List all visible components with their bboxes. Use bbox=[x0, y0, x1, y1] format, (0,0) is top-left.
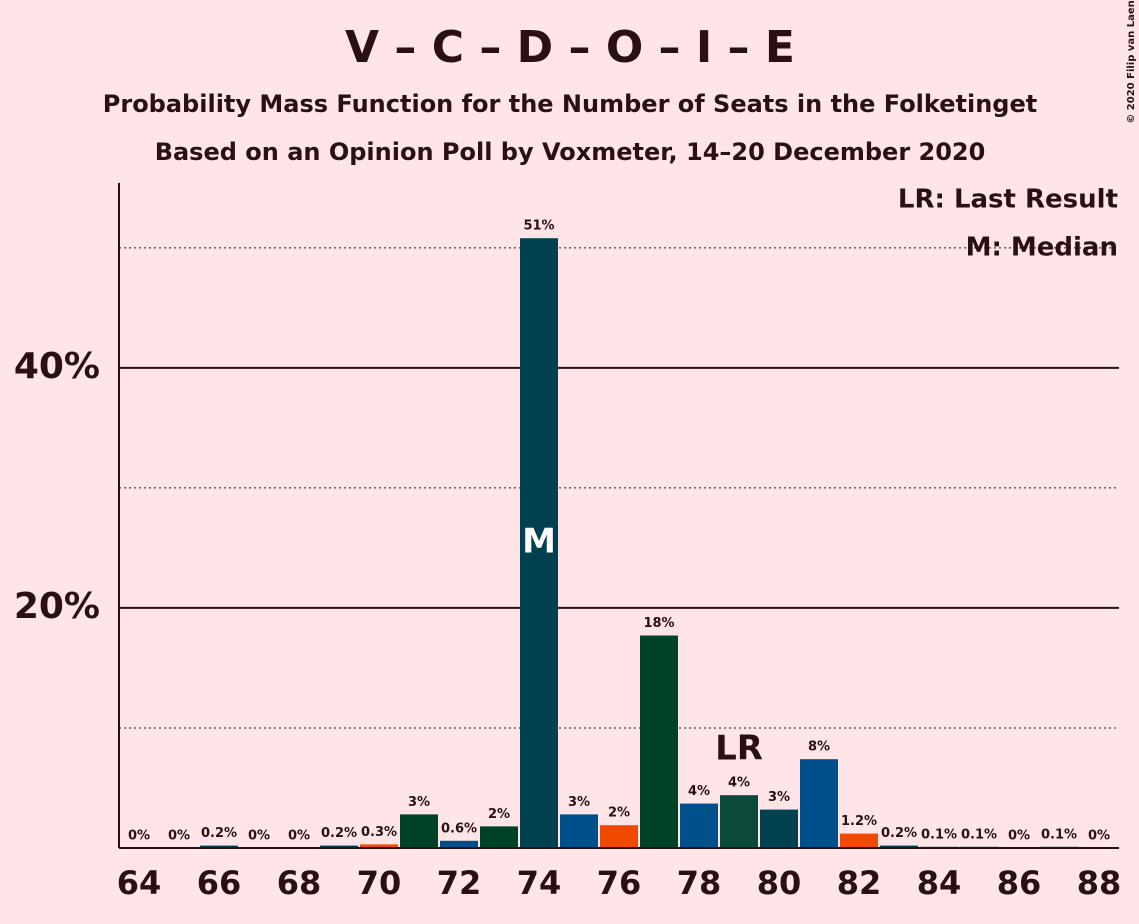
value-label: 0% bbox=[128, 829, 150, 844]
bar bbox=[440, 840, 478, 848]
bar bbox=[600, 825, 638, 848]
value-label: 4% bbox=[728, 776, 750, 791]
value-label: 0.1% bbox=[961, 827, 997, 842]
x-tick-label: 68 bbox=[277, 864, 322, 902]
x-tick-label: 86 bbox=[997, 864, 1042, 902]
value-label: 3% bbox=[408, 795, 430, 810]
value-label: 4% bbox=[688, 784, 710, 799]
chart-subtitle: Based on an Opinion Poll by Voxmeter, 14… bbox=[155, 138, 986, 166]
bar bbox=[800, 759, 838, 848]
value-label: 2% bbox=[608, 806, 630, 821]
value-label: 1.2% bbox=[841, 814, 877, 829]
value-label: 0.2% bbox=[321, 826, 357, 841]
y-tick-label: 40% bbox=[14, 346, 100, 387]
value-label: 51% bbox=[523, 219, 554, 234]
x-tick-label: 74 bbox=[517, 864, 562, 902]
value-label: 0% bbox=[1088, 829, 1110, 844]
x-tick-label: 80 bbox=[757, 864, 802, 902]
value-label: 0.6% bbox=[441, 821, 477, 836]
value-label: 0.1% bbox=[921, 827, 957, 842]
bar bbox=[560, 814, 598, 848]
value-label: 3% bbox=[568, 795, 590, 810]
value-label: 0.2% bbox=[881, 826, 917, 841]
x-tick-label: 84 bbox=[917, 864, 962, 902]
bar bbox=[480, 826, 518, 848]
value-label: 3% bbox=[768, 790, 790, 805]
x-tick-label: 82 bbox=[837, 864, 882, 902]
bar bbox=[320, 845, 358, 848]
legend-entry: M: Median bbox=[966, 233, 1118, 263]
bar bbox=[520, 238, 558, 848]
bar bbox=[400, 814, 438, 848]
bar bbox=[360, 844, 398, 848]
value-label: 0% bbox=[248, 829, 270, 844]
annotation: M bbox=[522, 522, 556, 562]
x-tick-label: 64 bbox=[117, 864, 162, 902]
bar bbox=[680, 803, 718, 848]
x-tick-label: 88 bbox=[1077, 864, 1122, 902]
bar bbox=[840, 833, 878, 848]
chart-subtitle: Probability Mass Function for the Number… bbox=[103, 90, 1037, 118]
value-label: 18% bbox=[643, 616, 674, 631]
bar bbox=[640, 635, 678, 848]
x-tick-label: 66 bbox=[197, 864, 242, 902]
bar bbox=[720, 795, 758, 848]
value-label: 0% bbox=[168, 829, 190, 844]
value-label: 0% bbox=[288, 829, 310, 844]
y-tick-label: 20% bbox=[14, 586, 100, 627]
x-tick-label: 70 bbox=[357, 864, 402, 902]
value-label: 0.2% bbox=[201, 826, 237, 841]
x-tick-label: 72 bbox=[437, 864, 482, 902]
bar bbox=[880, 845, 918, 848]
x-tick-label: 76 bbox=[597, 864, 642, 902]
value-label: 0.3% bbox=[361, 825, 397, 840]
value-label: 2% bbox=[488, 807, 510, 822]
bar bbox=[200, 845, 238, 848]
bar bbox=[760, 809, 798, 848]
x-tick-label: 78 bbox=[677, 864, 722, 902]
value-label: 0.1% bbox=[1041, 827, 1077, 842]
value-label: 0% bbox=[1008, 829, 1030, 844]
chart-title: V – C – D – O – I – E bbox=[345, 22, 795, 73]
annotation: LR bbox=[715, 729, 763, 769]
value-label: 8% bbox=[808, 740, 830, 755]
legend-entry: LR: Last Result bbox=[898, 185, 1118, 215]
copyright: © 2020 Filip van Laenen bbox=[1126, 0, 1137, 124]
